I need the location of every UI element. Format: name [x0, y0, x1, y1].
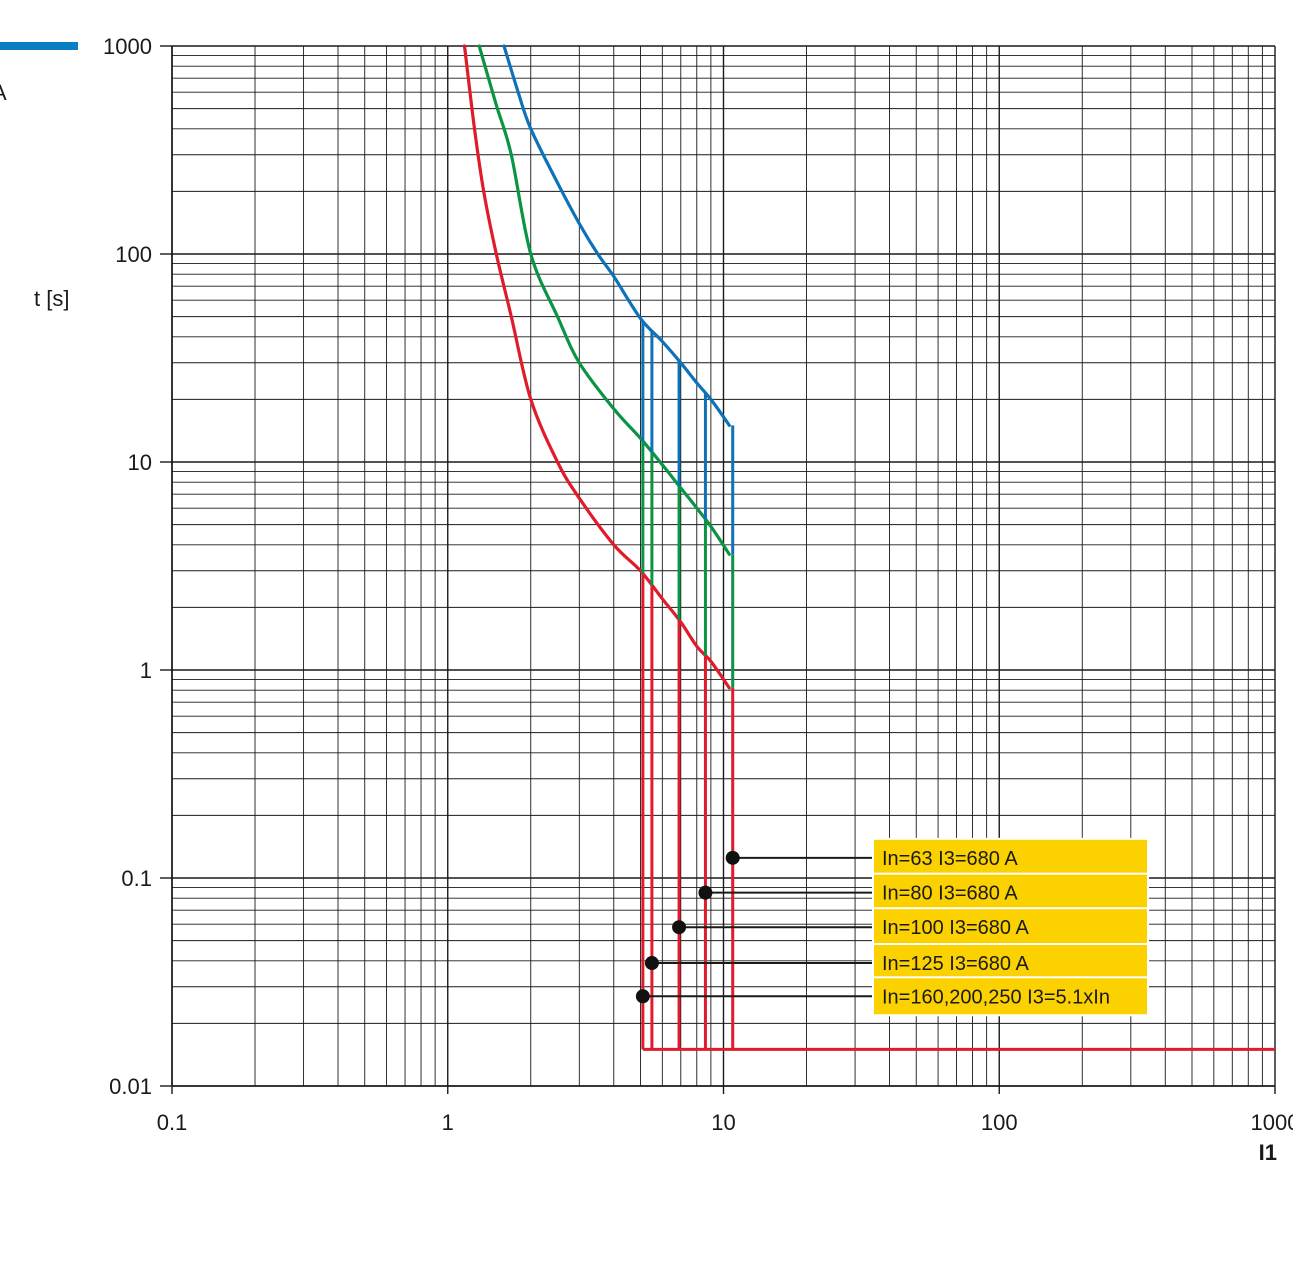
annotation-marker-dot [635, 989, 650, 1004]
y-tick-label: 10 [128, 450, 152, 475]
x-tick-label: 1 [442, 1110, 454, 1135]
y-axis-title: t [s] [34, 286, 69, 311]
annotation-marker-dot [725, 850, 740, 865]
series-line-upper [502, 44, 731, 427]
annotation-label: In=160,200,250 I3=5.1xIn [882, 986, 1110, 1008]
annotation-label: In=80 I3=680 A [882, 883, 1018, 905]
annotation-label: In=125 I3=680 A [882, 953, 1029, 975]
annotation-marker-dot [698, 885, 713, 900]
annotation-box [872, 976, 1149, 1017]
x-tick-label: 1000 [1251, 1110, 1293, 1135]
series-line-lower [462, 44, 731, 690]
edge-text-fragment: A [0, 80, 7, 105]
annotation-box [872, 872, 1149, 913]
y-tick-label: 0.1 [121, 866, 152, 891]
annotation-marker-dot [672, 920, 687, 935]
y-tick-label: 100 [115, 242, 152, 267]
annotation-marker-dot [644, 956, 659, 971]
x-tick-label: 0.1 [157, 1110, 188, 1135]
series-group [462, 44, 731, 690]
x-tick-label: 100 [981, 1110, 1018, 1135]
annotation-group: In=63 I3=680 A In=80 I3=680 A In=100 I3=68… [635, 837, 1149, 1017]
annotation-label: In=100 I3=680 A [882, 917, 1029, 939]
y-tick-label: 1000 [103, 34, 152, 59]
annotation-label: In=63 I3=680 A [882, 848, 1018, 870]
x-tick-label: 10 [711, 1110, 735, 1135]
header-accent-bar [0, 42, 78, 50]
x-axis-title: I1 [1259, 1140, 1277, 1165]
annotation-box [872, 907, 1149, 948]
y-tick-label: 1 [140, 658, 152, 683]
series-line-middle [477, 44, 731, 556]
y-tick-label: 0.01 [109, 1074, 152, 1099]
threshold-lines [641, 320, 1275, 1051]
